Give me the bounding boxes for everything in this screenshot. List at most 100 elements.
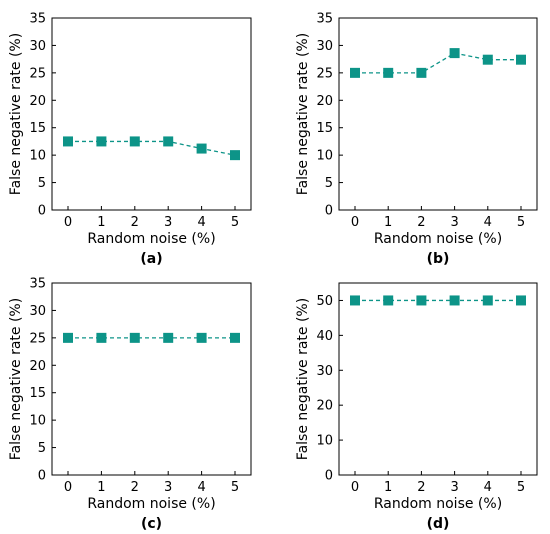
data-point-marker [383, 295, 394, 306]
panel-label: (d) [427, 516, 450, 532]
data-point-marker [416, 67, 427, 78]
chart-panel-2: 0 5 10 15 20 25 30 35 0 1 2 3 4 5 Random noise (%) Fals… [295, 12, 538, 267]
y-tick-label: 35 [29, 12, 46, 27]
x-tick-label: 4 [484, 480, 492, 495]
series-line [355, 52, 521, 74]
y-tick-label: 15 [29, 121, 46, 136]
y-tick-label: 35 [316, 12, 333, 27]
x-tick-label: 3 [450, 480, 458, 495]
x-tick-label: 5 [517, 480, 525, 495]
data-point-marker [350, 295, 360, 306]
data-point-marker [196, 143, 207, 154]
data-point-marker [482, 295, 493, 306]
y-tick-label: 25 [29, 331, 46, 346]
x-tick-label: 0 [351, 480, 359, 495]
data-point-marker [129, 136, 140, 147]
x-axis-title: Random noise (%) [87, 496, 215, 512]
plot-frame [338, 17, 538, 211]
y-tick-label: 20 [316, 94, 333, 109]
x-tick-label: 2 [417, 215, 425, 230]
y-tick-label: 25 [29, 66, 46, 81]
panel-label: (b) [427, 251, 450, 267]
data-point-marker [129, 332, 140, 343]
x-tick-label: 3 [450, 215, 458, 230]
data-point-marker [196, 332, 207, 343]
y-tick-label: 10 [316, 149, 333, 164]
y-tick-label: 10 [29, 149, 46, 164]
data-point-marker [63, 332, 73, 343]
x-axis-title: Random noise (%) [374, 231, 502, 247]
series-line [68, 140, 236, 156]
x-tick-label: 5 [517, 215, 525, 230]
y-tick-label: 20 [316, 399, 333, 414]
x-tick-label: 0 [351, 215, 359, 230]
y-tick-label: 30 [316, 39, 333, 54]
chart-panel-4: 0 10 20 30 40 50 0 1 2 3 4 5 Random noise (%) False n… [295, 282, 538, 532]
data-point-marker [482, 54, 493, 65]
y-tick-label: 5 [38, 441, 46, 456]
x-tick-label: 2 [131, 215, 139, 230]
x-tick-label: 5 [231, 480, 239, 495]
y-tick-label: 20 [29, 94, 46, 109]
x-tick-label: 1 [384, 215, 392, 230]
y-tick-label: 5 [38, 176, 46, 191]
data-point-marker [96, 136, 107, 147]
y-axis-title: False negative rate (%) [8, 298, 24, 460]
y-tick-label: 20 [29, 359, 46, 374]
y-tick-label: 15 [29, 386, 46, 401]
data-point-marker [96, 332, 107, 343]
chart-panel-1: 0 5 10 15 20 25 30 35 0 1 2 3 4 5 Random noise (%) Fals… [8, 12, 252, 267]
y-tick-label: 0 [325, 469, 333, 484]
y-tick-label: 40 [316, 329, 333, 344]
y-tick-label: 30 [316, 364, 333, 379]
data-point-marker [516, 295, 526, 306]
x-axis-title: Random noise (%) [374, 496, 502, 512]
x-tick-label: 1 [384, 480, 392, 495]
y-tick-label: 50 [316, 294, 333, 309]
data-point-marker [449, 48, 460, 59]
panel-label: (c) [141, 516, 162, 532]
y-tick-label: 10 [29, 414, 46, 429]
x-tick-label: 5 [231, 215, 239, 230]
x-tick-label: 3 [164, 215, 172, 230]
y-tick-label: 25 [316, 66, 333, 81]
y-axis-title: False negative rate (%) [295, 33, 311, 195]
y-tick-label: 30 [29, 304, 46, 319]
x-tick-label: 4 [197, 215, 205, 230]
x-tick-label: 2 [417, 480, 425, 495]
y-tick-label: 0 [38, 204, 46, 219]
x-tick-label: 4 [197, 480, 205, 495]
plot-frame [338, 282, 538, 476]
x-tick-label: 4 [484, 215, 492, 230]
data-point-marker [416, 295, 427, 306]
plot-frame [51, 282, 252, 476]
data-point-marker [516, 54, 526, 65]
y-tick-label: 15 [316, 121, 333, 136]
x-tick-label: 1 [97, 215, 105, 230]
data-point-marker [163, 136, 174, 147]
y-tick-label: 0 [325, 204, 333, 219]
x-tick-label: 0 [64, 480, 72, 495]
y-tick-label: 10 [316, 434, 333, 449]
data-point-marker [63, 136, 73, 147]
y-tick-label: 5 [325, 176, 333, 191]
x-axis-title: Random noise (%) [87, 231, 215, 247]
data-point-marker [230, 150, 240, 161]
y-tick-label: 35 [29, 277, 46, 292]
data-point-marker [383, 67, 394, 78]
x-tick-label: 0 [64, 215, 72, 230]
data-point-marker [163, 332, 174, 343]
chart-panel-3: 0 5 10 15 20 25 30 35 0 1 2 3 4 5 Random noise (%) Fals… [8, 277, 252, 532]
data-point-marker [350, 67, 360, 78]
plot-frame [51, 17, 252, 211]
data-point-marker [449, 295, 460, 306]
x-tick-label: 3 [164, 480, 172, 495]
panel-label: (a) [140, 251, 162, 267]
y-tick-label: 30 [29, 39, 46, 54]
y-axis-title: False negative rate (%) [295, 298, 311, 460]
x-tick-label: 2 [131, 480, 139, 495]
x-tick-label: 1 [97, 480, 105, 495]
data-point-marker [230, 332, 240, 343]
y-axis-title: False negative rate (%) [8, 33, 24, 195]
